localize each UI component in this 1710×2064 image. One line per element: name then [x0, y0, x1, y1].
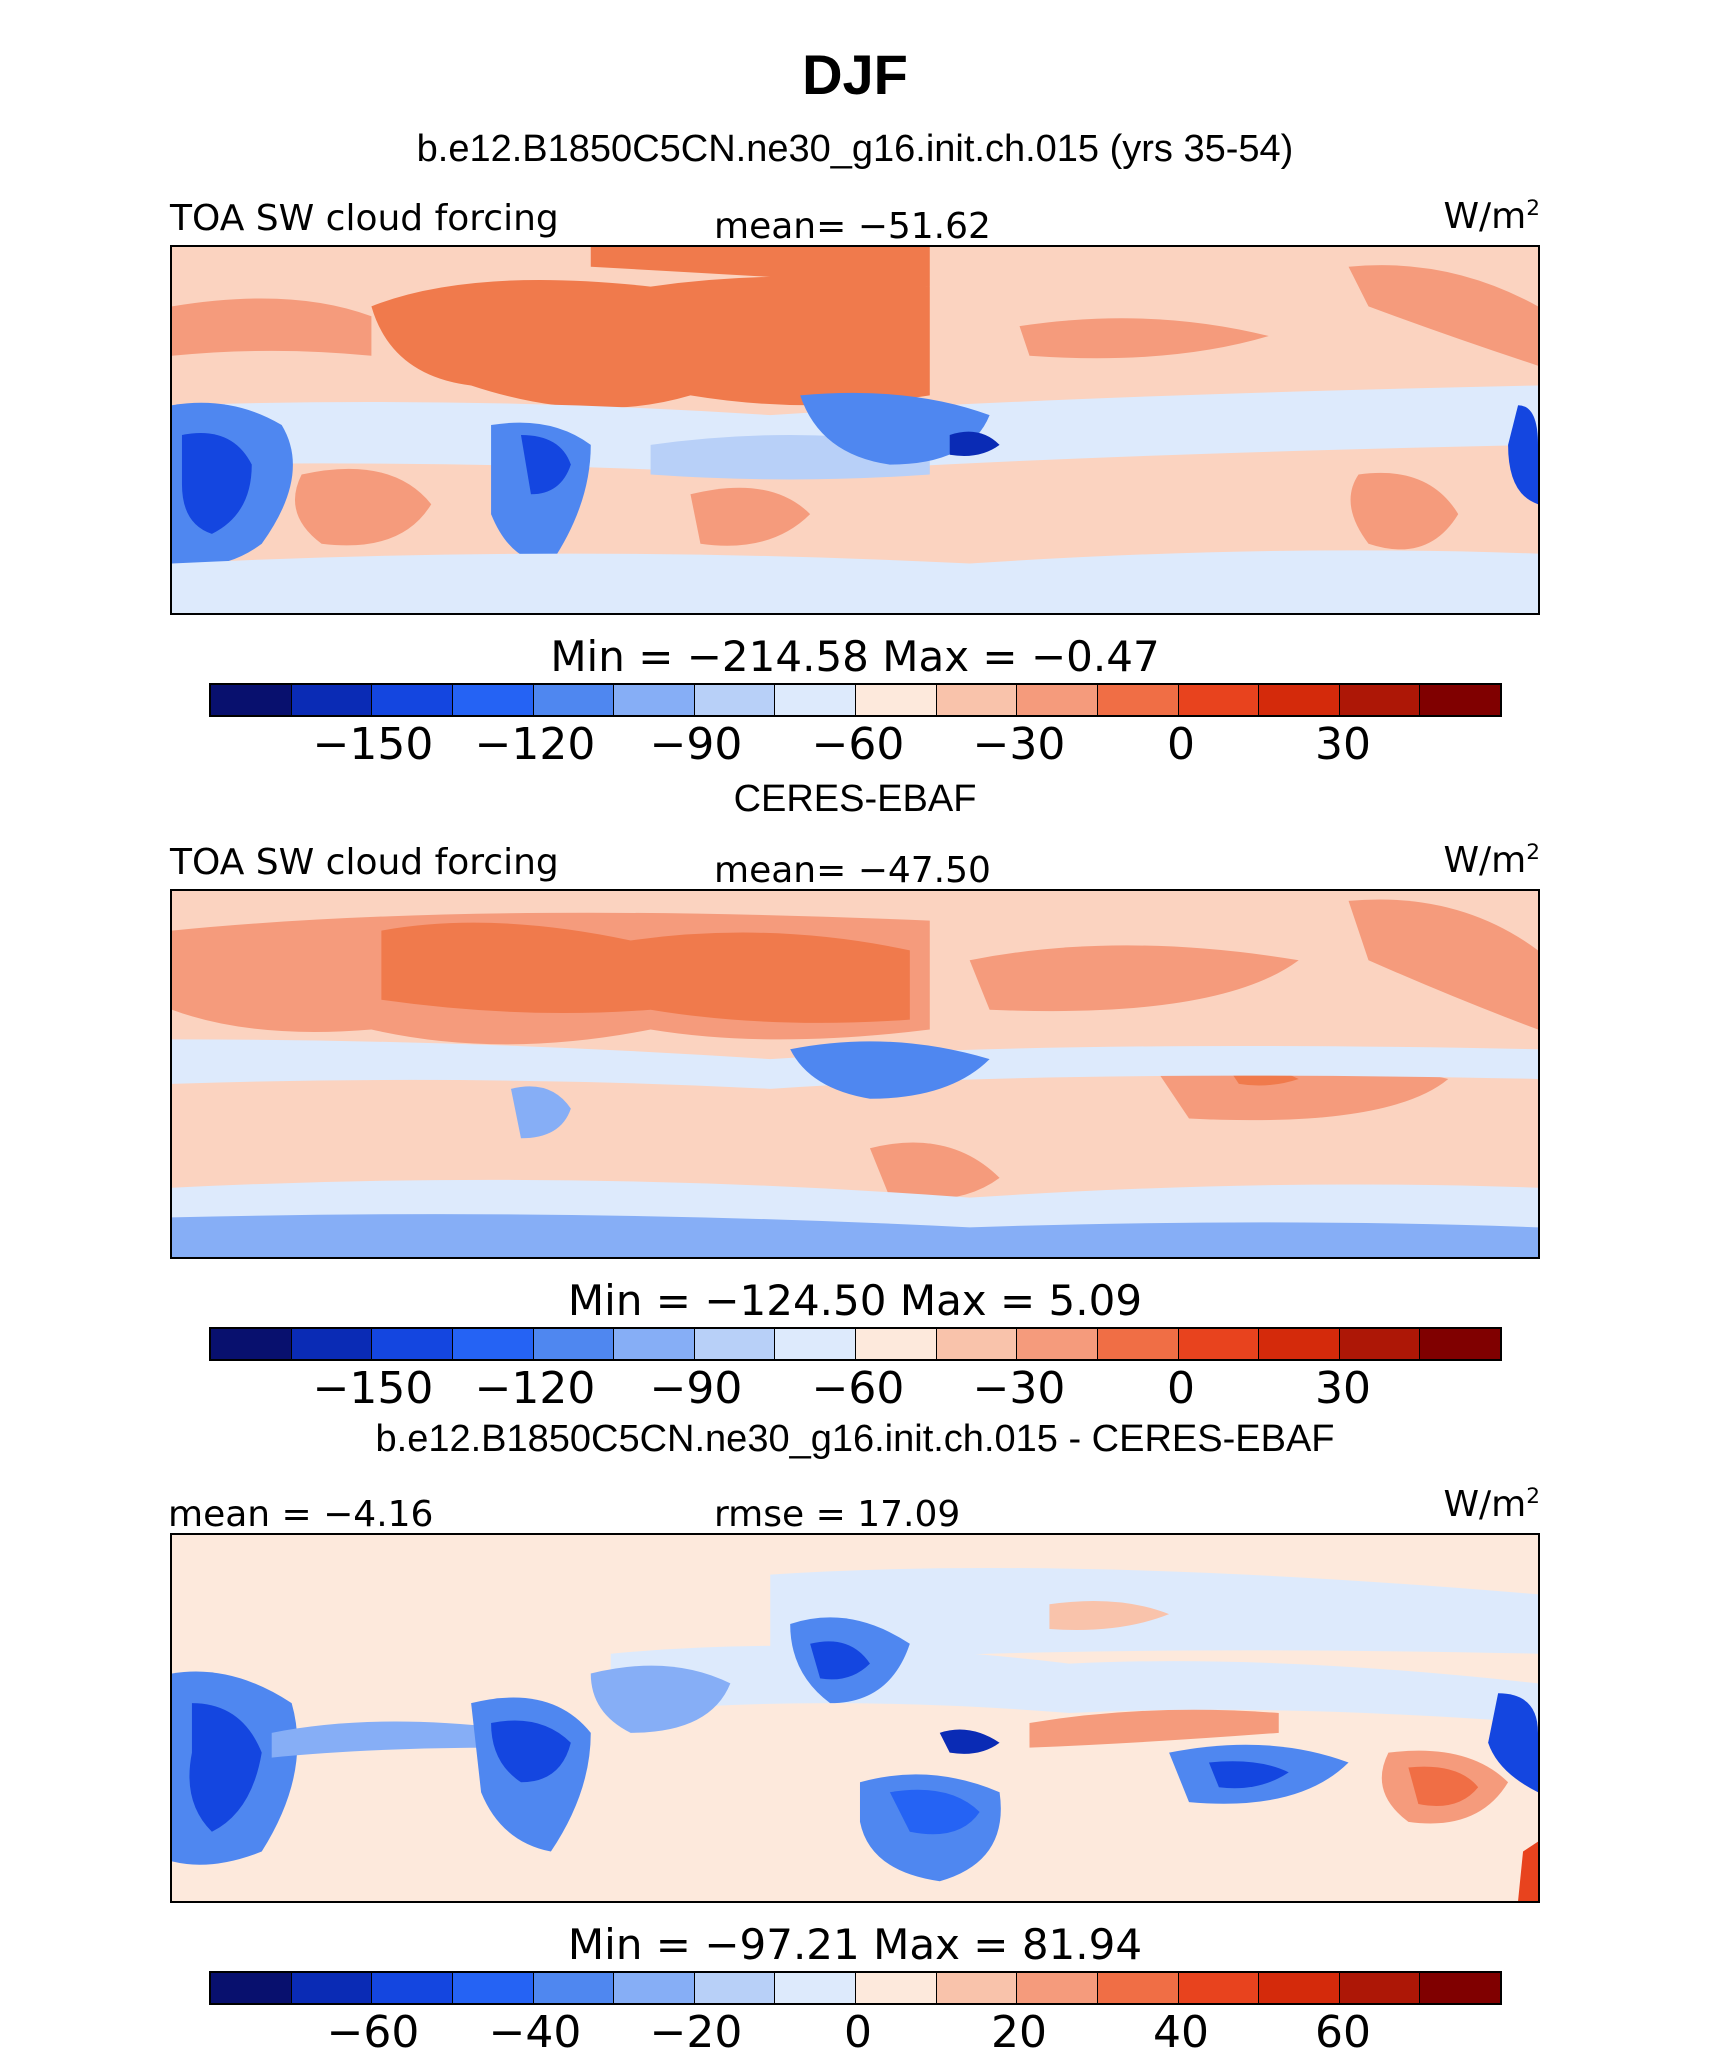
- panel2-tick: 30: [1315, 1363, 1371, 1414]
- panel2-tick: −60: [811, 1363, 905, 1414]
- colorbar-swatch: [291, 1973, 373, 2003]
- colorbar-swatch: [372, 1329, 453, 1359]
- colorbar-swatch: [775, 685, 856, 715]
- colorbar-swatch: [856, 685, 937, 715]
- colorbar-swatch: [211, 685, 292, 715]
- colorbar-swatch: [614, 1329, 695, 1359]
- panel3-tick: 60: [1315, 2007, 1371, 2058]
- panel2-field-label: TOA SW cloud forcing: [170, 842, 559, 883]
- panel3-minmax: Min = −97.21 Max = 81.94: [567, 1920, 1143, 1969]
- panel1-field-svg: [172, 247, 1538, 613]
- colorbar-swatch: [291, 1329, 373, 1359]
- panel3-rmse-label: rmse = 17.09: [714, 1494, 961, 1535]
- colorbar-swatch: [775, 1329, 856, 1359]
- panel2-units: W/m2: [1443, 840, 1540, 881]
- panel3-tick: 0: [844, 2007, 872, 2058]
- colorbar-swatch: [1178, 1329, 1260, 1359]
- colorbar-swatch: [856, 1973, 937, 2003]
- colorbar-swatch: [1420, 685, 1500, 715]
- panel2-field-svg: [172, 891, 1538, 1257]
- colorbar-swatch: [533, 1973, 615, 2003]
- colorbar-swatch: [1178, 685, 1260, 715]
- panel3-tick: 20: [991, 2007, 1047, 2058]
- colorbar-swatch: [1017, 1973, 1098, 2003]
- panel1-mean-label: mean= −51.62: [714, 206, 991, 247]
- panel1-tick: −60: [811, 719, 905, 770]
- panel2-mean-label: mean= −47.50: [714, 850, 991, 891]
- colorbar-swatch: [694, 685, 776, 715]
- colorbar-swatch: [1259, 1329, 1340, 1359]
- panel2-map: [170, 889, 1540, 1259]
- colorbar-swatch: [291, 685, 373, 715]
- colorbar-swatch: [533, 685, 615, 715]
- colorbar-swatch: [1017, 1329, 1098, 1359]
- colorbar-swatch: [614, 1973, 695, 2003]
- colorbar-swatch: [452, 1329, 534, 1359]
- colorbar-swatch: [211, 1973, 292, 2003]
- colorbar-swatch: [1097, 1329, 1179, 1359]
- panel3-tick: −20: [649, 2007, 743, 2058]
- colorbar-swatch: [1178, 1973, 1260, 2003]
- panel2-tick: −30: [972, 1363, 1066, 1414]
- panel1-field-label: TOA SW cloud forcing: [170, 198, 559, 239]
- colorbar-swatch: [533, 1329, 615, 1359]
- colorbar-swatch: [775, 1973, 856, 2003]
- colorbar-swatch: [1339, 1973, 1421, 2003]
- panel1-tick: 0: [1167, 719, 1195, 770]
- panel3-tick: −60: [326, 2007, 420, 2058]
- panel1-tick: −30: [972, 719, 1066, 770]
- panel3-field-svg: [172, 1535, 1538, 1901]
- panel3-map: [170, 1533, 1540, 1903]
- panel3-heading: b.e12.B1850C5CN.ne30_g16.init.ch.015 - C…: [375, 1418, 1335, 1460]
- panel1-tick: −90: [649, 719, 743, 770]
- colorbar-swatch: [372, 685, 453, 715]
- panel2-tick: −150: [312, 1363, 434, 1414]
- panel2-heading: CERES-EBAF: [733, 778, 977, 820]
- colorbar-swatch: [452, 685, 534, 715]
- colorbar-swatch: [1017, 685, 1098, 715]
- panel1-tick: −150: [312, 719, 434, 770]
- season-title: DJF: [802, 43, 908, 106]
- colorbar-swatch: [1097, 1973, 1179, 2003]
- colorbar-swatch: [1339, 685, 1421, 715]
- panel1-colorbar: [209, 683, 1502, 717]
- colorbar-swatch: [694, 1973, 776, 2003]
- colorbar-swatch: [1259, 1973, 1340, 2003]
- colorbar-swatch: [1339, 1329, 1421, 1359]
- panel1-units: W/m2: [1443, 196, 1540, 237]
- colorbar-swatch: [211, 1329, 292, 1359]
- panel2-minmax: Min = −124.50 Max = 5.09: [567, 1276, 1143, 1325]
- panel2-tick: 0: [1167, 1363, 1195, 1414]
- colorbar-swatch: [856, 1329, 937, 1359]
- panel1-heading: b.e12.B1850C5CN.ne30_g16.init.ch.015 (yr…: [416, 128, 1294, 170]
- colorbar-swatch: [1420, 1329, 1500, 1359]
- panel3-units: W/m2: [1443, 1484, 1540, 1525]
- colorbar-swatch: [1259, 685, 1340, 715]
- colorbar-swatch: [1420, 1973, 1500, 2003]
- colorbar-swatch: [452, 1973, 534, 2003]
- colorbar-swatch: [372, 1973, 453, 2003]
- colorbar-swatch: [1097, 685, 1179, 715]
- panel3-tick: −40: [488, 2007, 582, 2058]
- panel2-tick: −120: [474, 1363, 596, 1414]
- panel1-map: [170, 245, 1540, 615]
- colorbar-swatch: [936, 1973, 1018, 2003]
- colorbar-swatch: [936, 685, 1018, 715]
- panel3-tick: 40: [1153, 2007, 1209, 2058]
- colorbar-swatch: [936, 1329, 1018, 1359]
- panel3-mean-label: mean = −4.16: [168, 1494, 434, 1535]
- panel2-colorbar: [209, 1327, 1502, 1361]
- panel1-tick: 30: [1315, 719, 1371, 770]
- panel1-minmax: Min = −214.58 Max = −0.47: [550, 632, 1160, 681]
- panel1-tick: −120: [474, 719, 596, 770]
- panel2-tick: −90: [649, 1363, 743, 1414]
- colorbar-swatch: [694, 1329, 776, 1359]
- panel3-colorbar: [209, 1971, 1502, 2005]
- colorbar-swatch: [614, 685, 695, 715]
